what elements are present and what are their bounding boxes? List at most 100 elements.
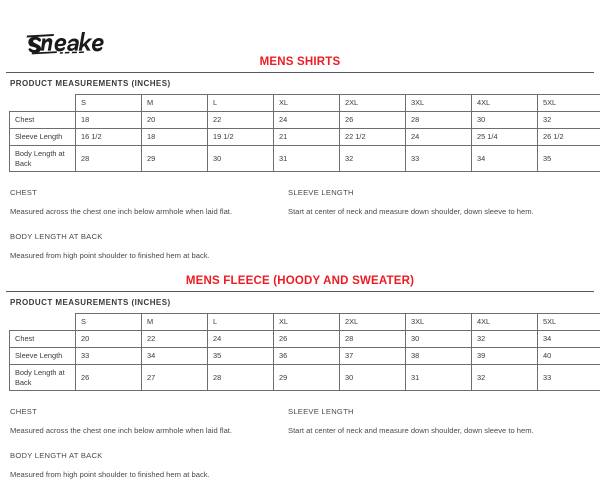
cell-chest-3xl: 30 [405,330,472,349]
col-header-3xl: 3XL [405,313,472,332]
cell-sleeve-s: 16 1/2 [75,127,142,146]
col-header-xl: XL [273,313,340,332]
cell-chest-m: 20 [141,110,208,129]
cell-body-l: 28 [207,363,274,392]
table-row-sleeve-length: Sleeve Length 33 34 35 36 37 38 39 40 [9,347,600,365]
col-header-2xl: 2XL [339,94,406,112]
cell-sleeve-3xl: 38 [405,347,472,365]
note-body-sleeve-length: Start at center of neck and measure down… [288,207,534,217]
col-header-s: S [75,313,142,332]
cell-body-m: 27 [141,363,208,392]
row-label-body-length: Body Length at Back [9,363,76,392]
cell-body-5xl: 33 [537,363,600,392]
cell-body-2xl: 32 [339,144,406,173]
row-label-sleeve-length: Sleeve Length [9,347,76,365]
col-header-2xl: 2XL [339,313,406,332]
row-label-body-length: Body Length at Back [9,144,76,173]
cell-chest-2xl: 26 [339,110,406,129]
cell-body-3xl: 33 [405,144,472,173]
cell-body-l: 30 [207,144,274,173]
section-mens-shirts: MENS SHIRTS PRODUCT MEASUREMENTS (INCHES… [0,56,600,275]
col-header-4xl: 4XL [471,313,538,332]
cell-chest-xl: 24 [273,110,340,129]
cell-sleeve-s: 33 [75,347,142,365]
cell-chest-m: 22 [141,330,208,349]
cell-sleeve-3xl: 24 [405,127,472,146]
product-measurements-label: PRODUCT MEASUREMENTS (INCHES) [10,298,171,308]
cell-sleeve-l: 35 [207,347,274,365]
col-header-5xl: 5XL [537,313,600,332]
table-row-sleeve-length: Sleeve Length 16 1/2 18 19 1/2 21 22 1/2… [9,127,600,146]
cell-chest-l: 22 [207,110,274,129]
cell-sleeve-5xl: 26 1/2 [537,127,600,146]
note-body-sleeve-length: Start at center of neck and measure down… [288,426,534,436]
cell-sleeve-2xl: 37 [339,347,406,365]
cell-body-2xl: 30 [339,363,406,392]
note-heading-sleeve-length: SLEEVE LENGTH [288,407,354,417]
table-header-row: S M L XL 2XL 3XL 4XL 5XL [10,94,600,112]
note-heading-sleeve-length: SLEEVE LENGTH [288,188,354,198]
col-header-xl: XL [273,94,340,112]
col-header-m: M [141,313,208,332]
cell-body-xl: 29 [273,363,340,392]
table-row-chest: Chest 20 22 24 26 28 30 32 34 [9,330,600,349]
col-header-m: M [141,94,208,112]
notes-column-right: SLEEVE LENGTH Start at center of neck an… [288,188,566,275]
note-heading-chest: CHEST [10,188,37,198]
table-corner-cell [10,95,76,112]
cell-sleeve-4xl: 39 [471,347,538,365]
title-divider [6,291,594,293]
note-heading-chest: CHEST [10,407,37,417]
cell-body-4xl: 32 [471,363,538,392]
title-divider [6,72,594,73]
size-table-mens-fleece: S M L XL 2XL 3XL 4XL 5XL Chest 20 22 24 … [9,313,600,392]
row-label-chest: Chest [9,330,76,349]
table-row-body-length: Body Length at Back 28 29 30 31 32 33 34… [9,144,600,173]
cell-body-3xl: 31 [405,363,472,392]
cell-chest-5xl: 32 [537,110,600,129]
col-header-3xl: 3XL [405,94,472,112]
cell-body-4xl: 34 [471,144,538,173]
cell-chest-3xl: 28 [405,110,472,129]
cell-body-s: 28 [75,144,142,173]
notes-column-left: CHEST Measured across the chest one inch… [10,407,288,494]
size-table-mens-shirts: S M L XL 2XL 3XL 4XL 5XL Chest 18 20 22 … [9,94,600,173]
col-header-4xl: 4XL [471,94,538,112]
measurement-notes: CHEST Measured across the chest one inch… [0,391,600,494]
header-logo-area [0,0,600,56]
cell-body-m: 29 [141,144,208,173]
cell-sleeve-xl: 21 [273,127,340,146]
cell-body-xl: 31 [273,144,340,173]
cell-chest-xl: 26 [273,330,340,349]
section-mens-fleece: MENS FLEECE (HOODY AND SWEATER) PRODUCT … [0,275,600,494]
cell-sleeve-5xl: 40 [537,347,600,365]
product-measurements-label: PRODUCT MEASUREMENTS (INCHES) [10,79,171,88]
note-body-body-length: Measured from high point shoulder to fin… [10,469,210,479]
note-body-chest: Measured across the chest one inch below… [10,207,233,217]
cell-sleeve-2xl: 22 1/2 [339,127,406,146]
cell-chest-5xl: 34 [537,330,600,349]
cell-chest-4xl: 32 [471,330,538,349]
col-header-l: L [207,94,274,112]
section-title: MENS FLEECE (HOODY AND SWEATER) [185,275,415,288]
col-header-5xl: 5XL [537,94,600,112]
cell-chest-l: 24 [207,330,274,349]
notes-column-left: CHEST Measured across the chest one inch… [10,188,288,275]
section-title: MENS SHIRTS [259,56,341,68]
table-row-chest: Chest 18 20 22 24 26 28 30 32 [9,110,600,129]
col-header-s: S [75,94,142,112]
cell-chest-2xl: 28 [339,330,406,349]
col-header-l: L [207,313,274,332]
row-label-sleeve-length: Sleeve Length [9,127,76,146]
table-corner-cell [10,314,76,331]
table-header-row: S M L XL 2XL 3XL 4XL 5XL [10,313,600,332]
cell-body-5xl: 35 [537,144,600,173]
cell-sleeve-m: 18 [141,127,208,146]
table-row-body-length: Body Length at Back 26 27 28 29 30 31 32… [9,363,600,392]
note-body-chest: Measured across the chest one inch below… [10,426,233,436]
cell-sleeve-l: 19 1/2 [207,127,274,146]
cell-body-s: 26 [75,363,142,392]
note-body-body-length: Measured from high point shoulder to fin… [10,250,210,260]
sneaker-freaker-logo [24,26,110,56]
